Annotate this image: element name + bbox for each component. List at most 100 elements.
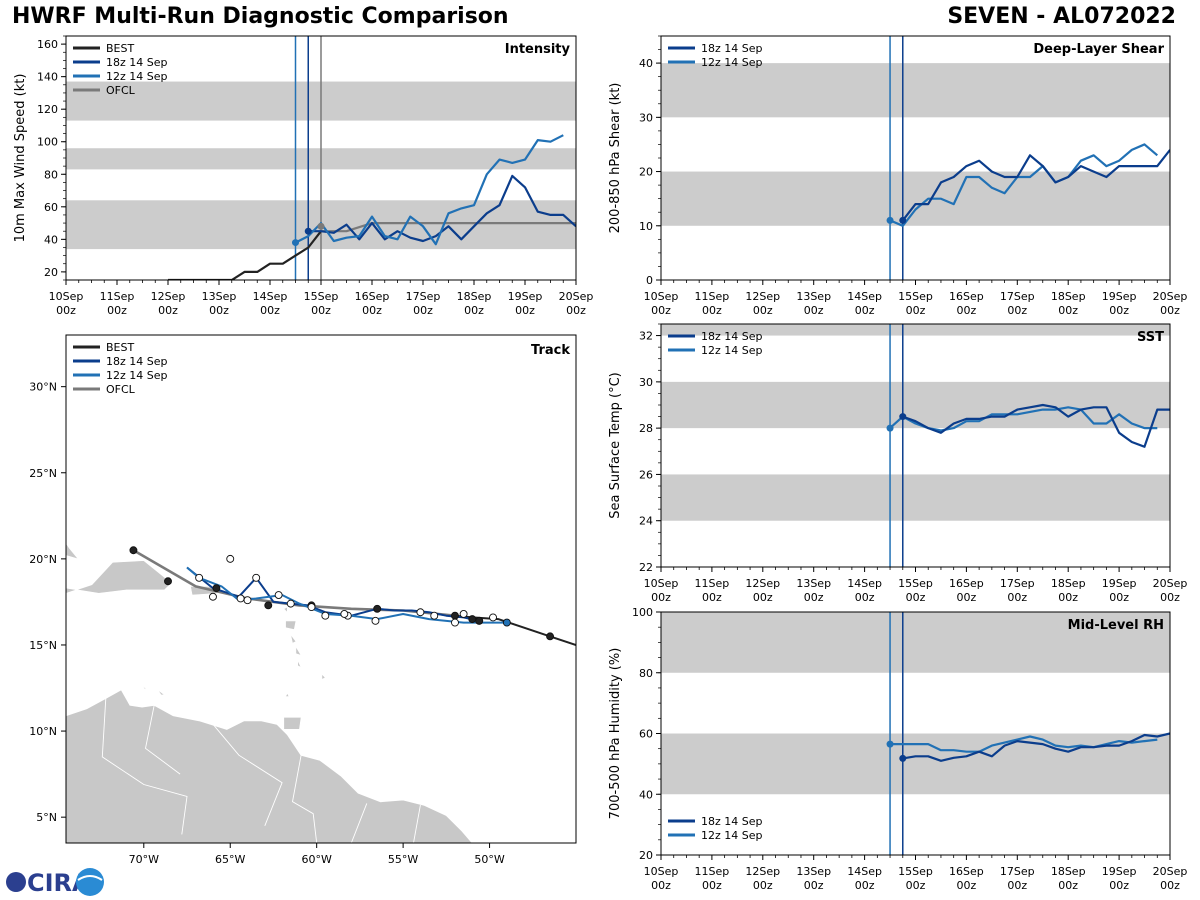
x-tick-label: 00z bbox=[1109, 591, 1129, 604]
track-line-ofcl bbox=[132, 549, 456, 617]
x-tick-label: 00z bbox=[107, 304, 127, 317]
x-tick-label: 18Sep bbox=[1051, 290, 1086, 303]
legend-label: 12z 14 Sep bbox=[701, 344, 763, 357]
x-tick-label: 00z bbox=[651, 304, 671, 317]
panel-title: Intensity bbox=[505, 42, 571, 57]
x-tick-label: 11Sep bbox=[100, 290, 135, 303]
track-position-marker bbox=[416, 608, 425, 617]
x-tick-label: 11Sep bbox=[695, 577, 730, 590]
series-line-ofcl bbox=[321, 222, 576, 233]
island bbox=[285, 692, 290, 697]
island bbox=[285, 620, 297, 630]
lon-tick-label: 50°W bbox=[474, 853, 504, 866]
lon-tick-label: 55°W bbox=[388, 853, 418, 866]
x-tick-label: 00z bbox=[464, 304, 484, 317]
legend-label: 18z 14 Sep bbox=[701, 330, 763, 343]
x-tick-label: 15Sep bbox=[898, 290, 933, 303]
y-tick-label: 40 bbox=[639, 57, 653, 70]
y-tick-label: 20 bbox=[639, 849, 653, 862]
y-axis-label: 10m Max Wind Speed (kt) bbox=[13, 74, 28, 243]
init-marker bbox=[886, 216, 894, 224]
island bbox=[141, 686, 146, 691]
x-tick-label: 10Sep bbox=[644, 865, 679, 878]
rh-plot-area bbox=[661, 612, 1170, 855]
x-tick-label: 15Sep bbox=[304, 290, 339, 303]
x-tick-label: 00z bbox=[1058, 304, 1078, 317]
x-tick-label: 13Sep bbox=[202, 290, 237, 303]
figure-title: HWRF Multi-Run Diagnostic Comparison bbox=[12, 4, 509, 29]
x-tick-label: 16Sep bbox=[949, 290, 984, 303]
lat-tick-label: 5°N bbox=[36, 811, 57, 824]
y-tick-label: 80 bbox=[639, 667, 653, 680]
threshold-band bbox=[661, 63, 1170, 118]
threshold-band bbox=[661, 171, 1170, 226]
x-tick-label: 00z bbox=[260, 304, 280, 317]
legend-label: 18z 14 Sep bbox=[106, 355, 168, 368]
x-tick-label: 20Sep bbox=[559, 290, 594, 303]
y-tick-label: 100 bbox=[632, 606, 653, 619]
init-marker bbox=[886, 424, 894, 432]
x-tick-label: 00z bbox=[855, 591, 875, 604]
x-tick-label: 00z bbox=[753, 591, 773, 604]
island bbox=[283, 606, 288, 613]
track-position-marker bbox=[164, 577, 172, 586]
legend-label: 12z 14 Sep bbox=[106, 70, 168, 83]
y-tick-label: 10 bbox=[639, 220, 653, 233]
x-tick-label: 00z bbox=[753, 879, 773, 892]
x-tick-label: 15Sep bbox=[898, 865, 933, 878]
track-position-marker bbox=[226, 554, 235, 563]
legend-label: 18z 14 Sep bbox=[701, 42, 763, 55]
threshold-band bbox=[661, 474, 1170, 521]
threshold-band bbox=[661, 733, 1170, 795]
legend-label: OFCL bbox=[106, 84, 136, 97]
x-tick-label: 00z bbox=[209, 304, 229, 317]
series-line-12z-14-sep bbox=[890, 735, 1158, 753]
x-tick-label: 00z bbox=[1160, 591, 1180, 604]
track-position-marker bbox=[340, 610, 349, 618]
axes-frame bbox=[660, 323, 1171, 568]
init-marker bbox=[304, 227, 312, 235]
x-tick-label: 00z bbox=[1058, 879, 1078, 892]
logo-left-circle bbox=[6, 872, 26, 892]
x-tick-label: 00z bbox=[56, 304, 76, 317]
y-tick-label: 160 bbox=[37, 38, 58, 51]
track-position-marker bbox=[430, 611, 439, 620]
init-marker bbox=[317, 222, 325, 230]
y-tick-label: 32 bbox=[639, 330, 653, 343]
island bbox=[290, 634, 297, 644]
track-panel: 70°W 65°W 60°W 55°W 50°W 5°N 10°N 15°N 20°N 25°N 3… bbox=[29, 334, 577, 866]
x-tick-label: 19Sep bbox=[1102, 577, 1137, 590]
x-tick-label: 17Sep bbox=[1000, 577, 1035, 590]
track-position-marker bbox=[468, 615, 477, 624]
x-tick-label: 00z bbox=[804, 879, 824, 892]
country-border bbox=[291, 755, 318, 843]
track-plot-area bbox=[66, 542, 576, 843]
x-tick-label: 19Sep bbox=[1102, 865, 1137, 878]
charts-layer: 2040608010012014016010Sep00z11Sep00z12Se… bbox=[13, 35, 1187, 892]
series-line-12z-14-sep bbox=[295, 134, 564, 246]
island bbox=[283, 716, 302, 730]
series-line-12z-14-sep bbox=[889, 143, 1159, 227]
intensity-plot-area bbox=[66, 36, 576, 280]
x-tick-label: 00z bbox=[855, 304, 875, 317]
track-position-marker bbox=[195, 573, 204, 582]
y-tick-label: 28 bbox=[639, 422, 653, 435]
track-position-marker bbox=[212, 584, 221, 593]
y-tick-label: 120 bbox=[37, 103, 58, 116]
y-tick-label: 140 bbox=[37, 71, 58, 84]
island bbox=[297, 660, 302, 669]
x-tick-label: 00z bbox=[651, 591, 671, 604]
x-tick-label: 10Sep bbox=[49, 290, 84, 303]
panel-title: SST bbox=[1137, 330, 1164, 345]
x-tick-label: 00z bbox=[906, 591, 926, 604]
y-tick-label: 30 bbox=[639, 111, 653, 124]
x-tick-label: 11Sep bbox=[695, 290, 730, 303]
threshold-band bbox=[661, 612, 1170, 673]
lon-tick-label: 60°W bbox=[301, 853, 331, 866]
x-tick-label: 10Sep bbox=[644, 577, 679, 590]
track-position-marker bbox=[459, 610, 468, 618]
logo-globe-icon bbox=[76, 868, 104, 896]
x-tick-label: 00z bbox=[1109, 879, 1129, 892]
island bbox=[321, 673, 326, 680]
